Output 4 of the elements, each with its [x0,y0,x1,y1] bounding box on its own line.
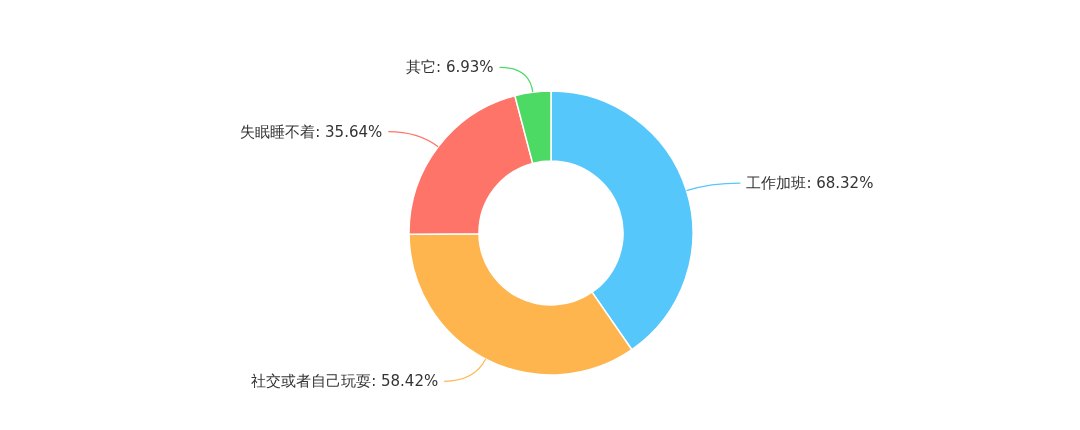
slice-label: 社交或者自己玩耍: 58.42% [251,372,439,391]
slice-label: 工作加班: 68.32% [746,174,874,193]
slice-label: 其它: 6.93% [406,58,494,77]
slice-label: 失眠睡不着: 35.64% [240,122,383,141]
